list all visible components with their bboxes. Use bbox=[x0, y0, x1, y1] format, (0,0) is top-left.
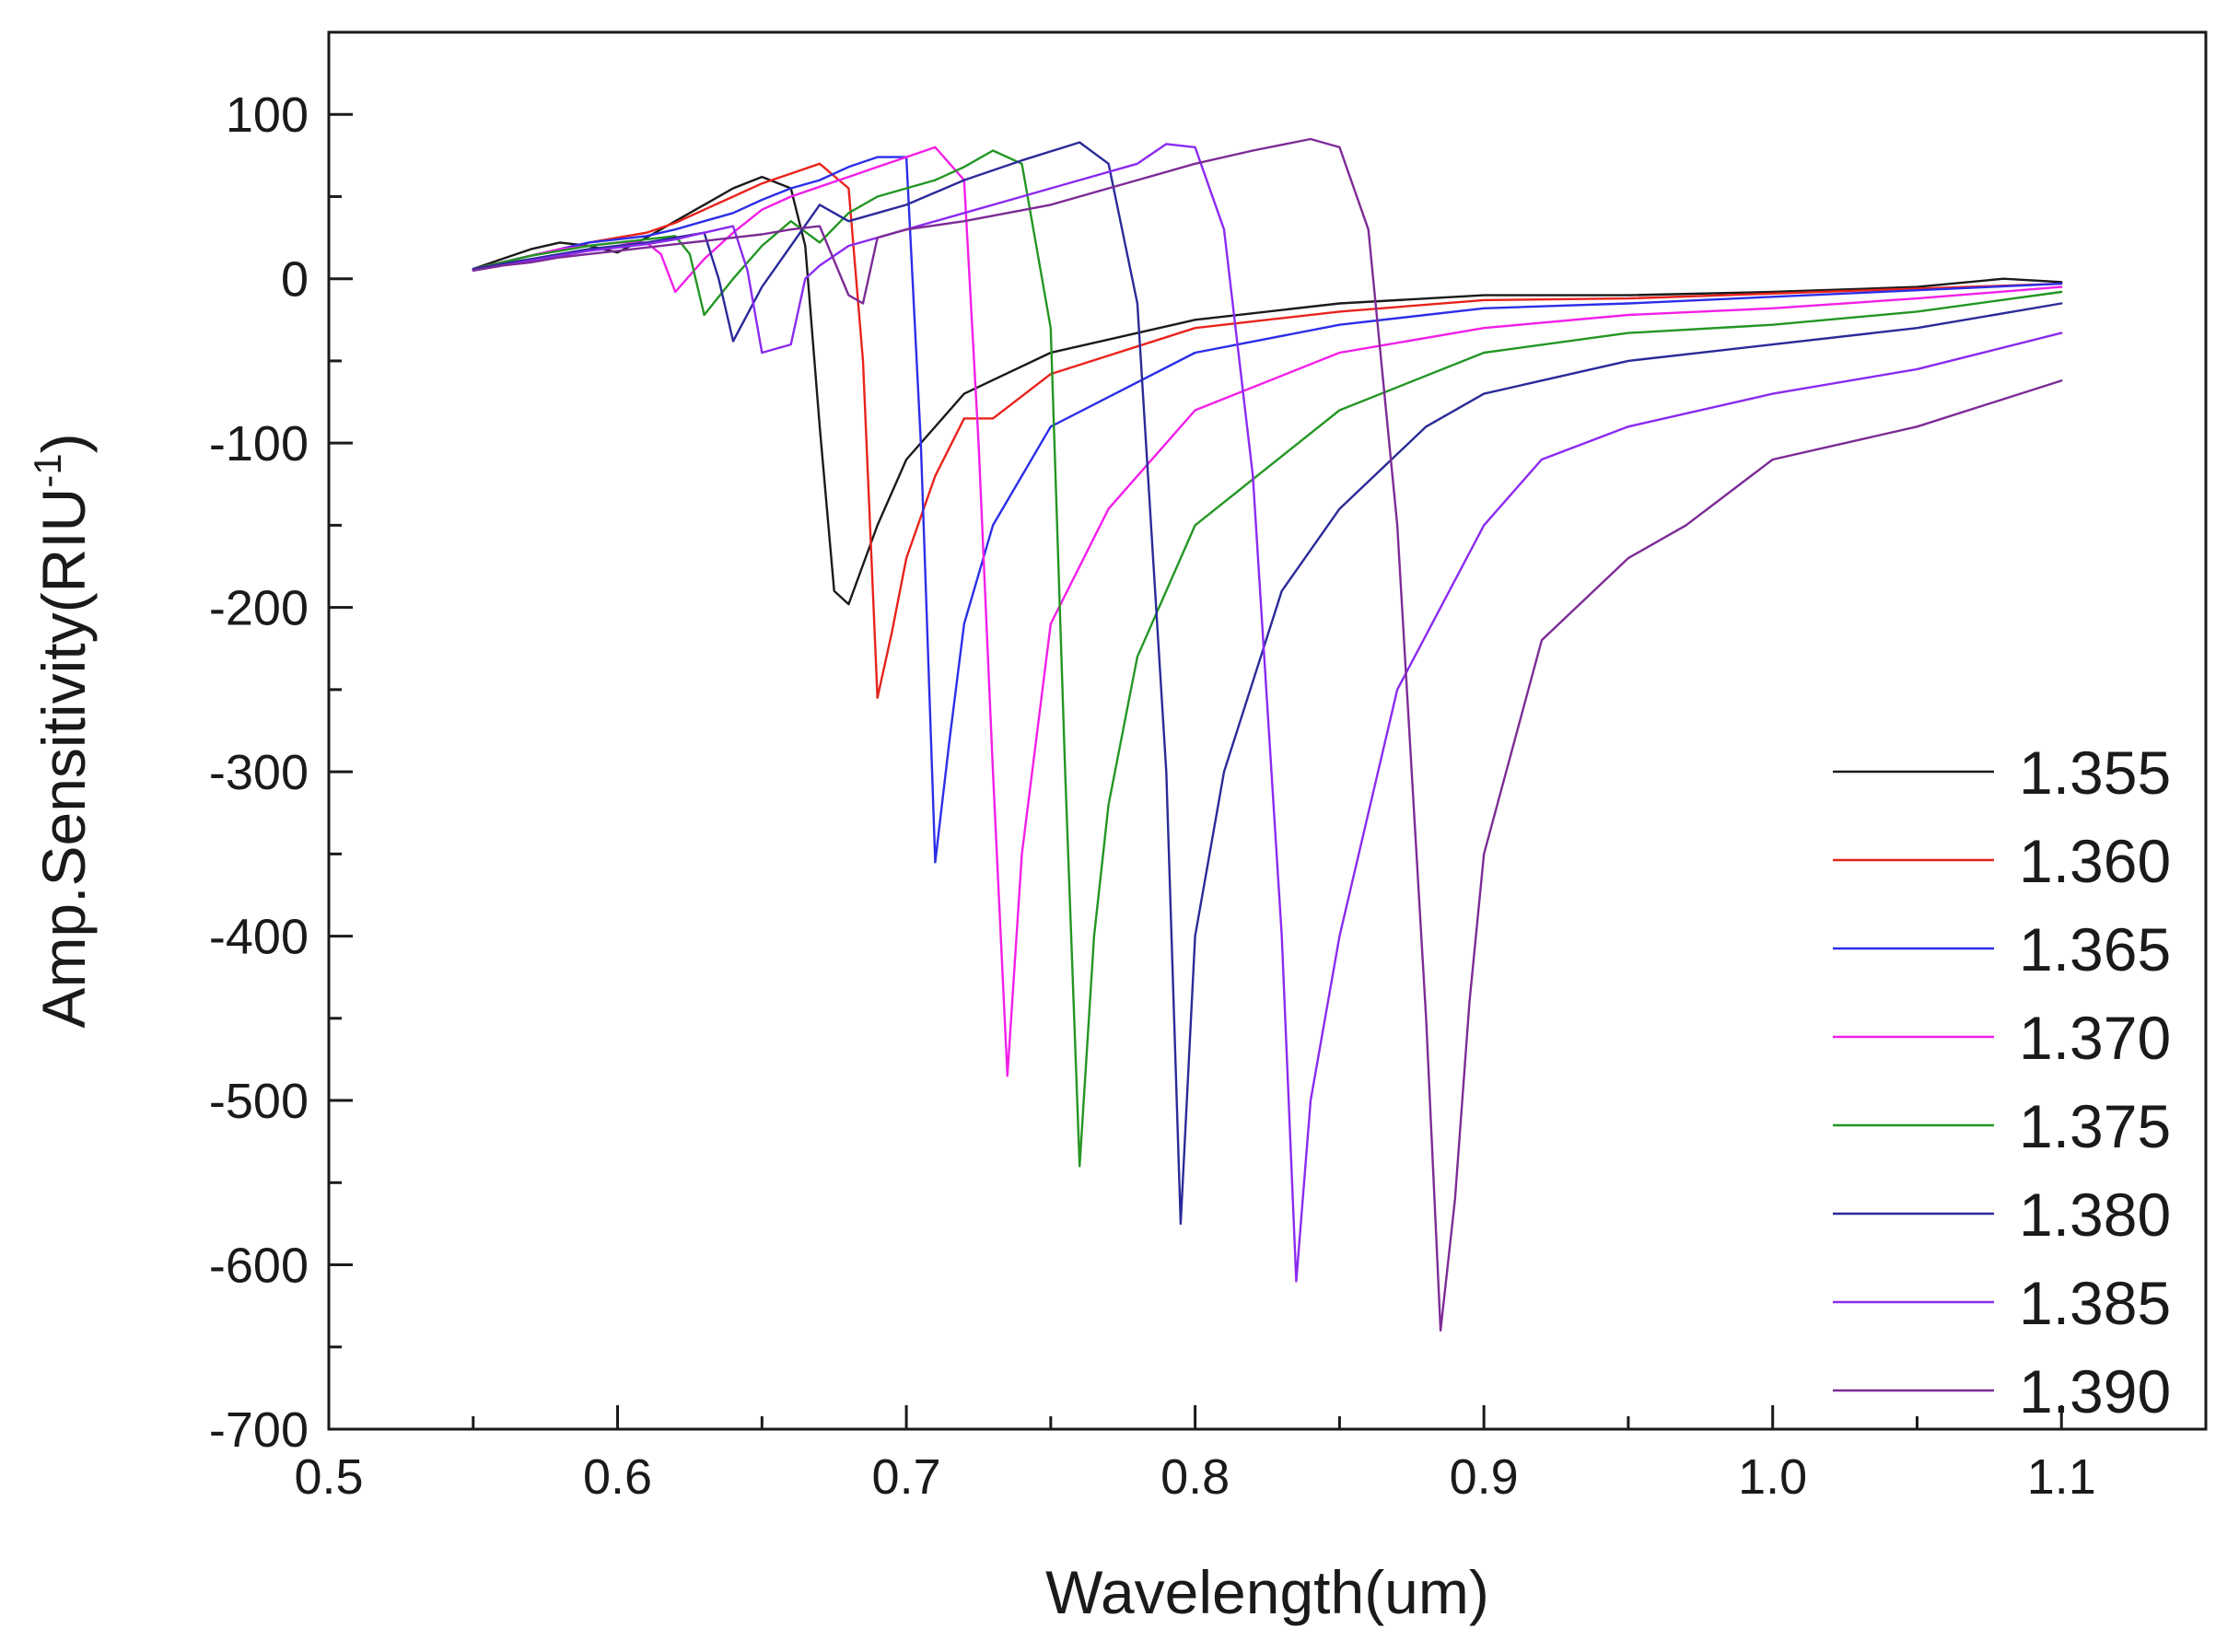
x-axis-title: Wavelength(um) bbox=[1045, 1558, 1489, 1626]
legend: 1.355 1.360 1.365 1.370 1.375 1.380 1.385 1.390 bbox=[1833, 739, 2171, 1425]
y-tick-label: -100 bbox=[209, 416, 309, 471]
x-tick-label: 0.9 bbox=[1450, 1449, 1519, 1505]
legend-label-1.375: 1.375 bbox=[2019, 1092, 2171, 1160]
x-tick-label: 0.6 bbox=[583, 1449, 652, 1505]
y-axis-title-close: ) bbox=[29, 433, 98, 453]
legend-label-1.370: 1.370 bbox=[2019, 1004, 2171, 1072]
x-tick-label: 0.7 bbox=[872, 1449, 941, 1505]
series-group bbox=[472, 137, 2063, 1332]
series-line-1.375 bbox=[472, 149, 2063, 1168]
legend-label-1.365: 1.365 bbox=[2019, 915, 2171, 983]
y-tick-label: 0 bbox=[281, 252, 309, 308]
y-tick-label: -700 bbox=[209, 1402, 309, 1458]
y-tick-label: 100 bbox=[226, 87, 309, 143]
x-tick-label: 1.0 bbox=[1738, 1449, 1807, 1505]
series-line-1.380 bbox=[472, 141, 2063, 1226]
legend-label-1.360: 1.360 bbox=[2019, 827, 2171, 895]
y-tick-label: -500 bbox=[209, 1074, 309, 1129]
y-axis-title-main: Amp.Sensitivity(RIU bbox=[29, 488, 98, 1029]
series-line-1.390 bbox=[472, 137, 2063, 1332]
y-tick-label: -400 bbox=[209, 910, 309, 965]
legend-label-1.385: 1.385 bbox=[2019, 1269, 2171, 1337]
legend-label-1.390: 1.390 bbox=[2019, 1357, 2171, 1425]
series-line-1.385 bbox=[472, 143, 2063, 1283]
series-line-1.365 bbox=[472, 156, 2063, 864]
y-axis-title: Amp.Sensitivity(RIU-1) bbox=[26, 433, 98, 1028]
y-tick-label: -200 bbox=[209, 581, 309, 636]
x-tick-label: 1.1 bbox=[2027, 1449, 2096, 1505]
y-tick-label: -300 bbox=[209, 745, 309, 800]
x-tick-label: 0.5 bbox=[294, 1449, 363, 1505]
legend-label-1.355: 1.355 bbox=[2019, 739, 2171, 807]
y-tick-label: -600 bbox=[209, 1239, 309, 1294]
x-axis-ticks: 0.5 0.6 0.7 0.8 0.9 1.0 1.1 bbox=[294, 1405, 2096, 1505]
x-tick-label: 0.8 bbox=[1160, 1449, 1230, 1505]
y-axis-title-superscript: -1 bbox=[26, 453, 69, 487]
plot-frame bbox=[327, 30, 2208, 1431]
legend-label-1.380: 1.380 bbox=[2019, 1181, 2171, 1249]
